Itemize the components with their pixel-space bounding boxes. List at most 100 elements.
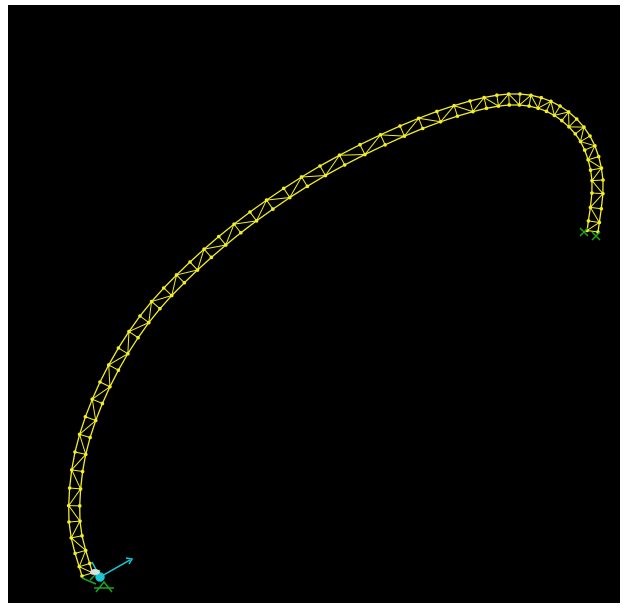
joint <box>127 330 131 334</box>
joint <box>586 158 590 162</box>
joint <box>529 93 533 97</box>
joint <box>558 104 562 108</box>
joint <box>175 273 179 277</box>
joint <box>587 219 591 223</box>
joint <box>162 286 166 290</box>
joint <box>507 92 511 96</box>
diagonal-member <box>340 155 365 156</box>
joint <box>590 179 594 183</box>
joint <box>383 143 387 147</box>
joint-marker <box>90 569 100 575</box>
joint <box>582 125 586 129</box>
joint <box>73 450 77 454</box>
joint <box>69 536 73 540</box>
joint <box>507 103 511 107</box>
joint <box>403 134 407 138</box>
joint <box>495 93 499 97</box>
joint <box>318 164 322 168</box>
joint <box>202 247 206 251</box>
joint <box>588 134 592 138</box>
joint <box>94 419 98 423</box>
page-body: (() => { JSON.parse(document.getElementB… <box>0 0 627 606</box>
joint <box>527 104 531 108</box>
joint <box>363 153 367 157</box>
joint <box>456 114 460 118</box>
joint <box>601 192 605 196</box>
joint <box>593 144 597 148</box>
joint <box>265 198 269 202</box>
joint <box>239 231 243 235</box>
joint <box>117 346 121 350</box>
joint <box>452 104 456 108</box>
joint <box>485 106 489 110</box>
joint <box>210 256 214 260</box>
joint <box>90 397 94 401</box>
joint <box>597 155 601 159</box>
joint <box>232 222 236 226</box>
joint <box>343 163 347 167</box>
joint <box>439 120 443 124</box>
joint <box>84 549 88 553</box>
joint <box>117 368 121 372</box>
joint <box>471 110 475 114</box>
joint <box>224 243 228 247</box>
page: {} html, body { margin: 0; padding: 0; b… <box>0 0 627 606</box>
joint <box>567 110 571 114</box>
joint <box>536 106 540 110</box>
joint <box>248 210 252 214</box>
joint <box>147 321 151 325</box>
joint <box>358 143 362 147</box>
joint <box>67 504 71 508</box>
joint <box>539 96 543 100</box>
joint <box>590 191 594 195</box>
joint <box>598 221 602 225</box>
joint <box>545 110 549 114</box>
joint <box>560 119 564 123</box>
joint <box>138 314 142 318</box>
joint <box>68 486 72 490</box>
joint <box>573 132 577 136</box>
joint <box>170 294 174 298</box>
joint <box>482 96 486 100</box>
joint <box>468 99 472 103</box>
joint <box>589 168 593 172</box>
joint <box>77 565 81 569</box>
joint <box>88 436 92 440</box>
joint <box>107 363 111 367</box>
joint <box>136 336 140 340</box>
joint <box>288 196 292 200</box>
joint <box>78 504 82 508</box>
joint <box>589 206 593 210</box>
joint <box>158 307 162 311</box>
joint <box>79 487 83 491</box>
joint <box>567 125 571 129</box>
joint <box>435 110 439 114</box>
joint <box>398 124 402 128</box>
joint <box>255 219 259 223</box>
joint <box>78 519 82 523</box>
joint <box>338 153 342 157</box>
joint <box>306 185 310 189</box>
joint <box>518 103 522 107</box>
joint <box>67 520 71 524</box>
joint <box>84 453 88 457</box>
joint <box>583 148 587 152</box>
joint <box>553 114 557 118</box>
joint <box>417 116 421 120</box>
joint <box>80 534 84 538</box>
joint <box>579 140 583 144</box>
joint <box>497 104 501 108</box>
joint <box>549 99 553 103</box>
joint <box>217 235 221 239</box>
joint <box>601 178 605 182</box>
joint <box>126 352 130 356</box>
joint <box>80 574 84 578</box>
joint <box>421 127 425 131</box>
joint <box>98 380 102 384</box>
joint <box>379 133 383 137</box>
joint <box>78 433 82 437</box>
joint <box>101 402 105 406</box>
joint <box>108 385 112 389</box>
joint <box>150 300 154 304</box>
joint <box>183 281 187 285</box>
